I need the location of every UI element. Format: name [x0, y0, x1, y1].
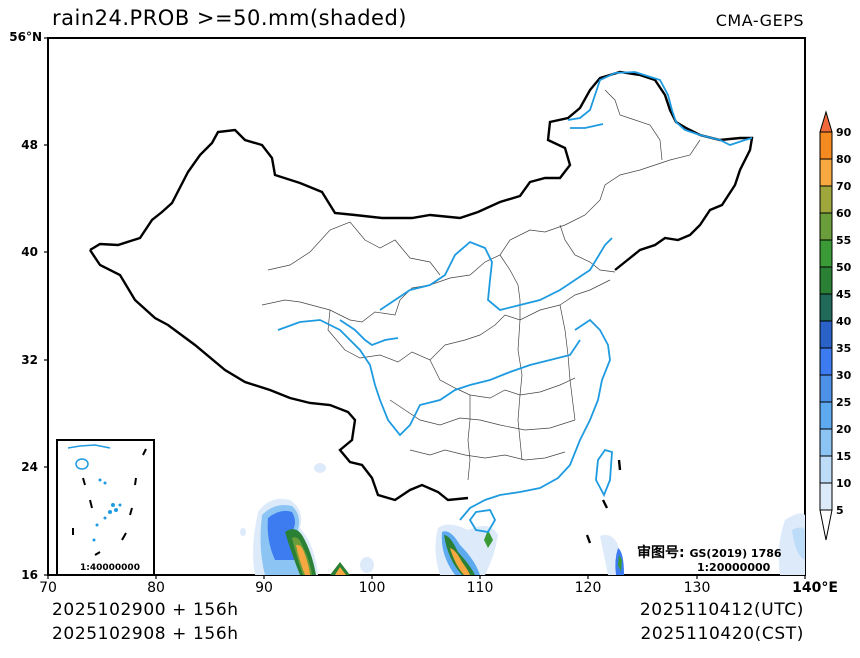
nine-dash-line — [585, 459, 622, 544]
approval-code: GS(2019) 1786 — [689, 547, 782, 560]
y-tick-56: 56°N — [9, 30, 42, 44]
colorbar-label-5: 5 — [836, 504, 844, 517]
x-tick-120: 120 — [574, 580, 602, 596]
y-tick-40: 40 — [21, 245, 38, 259]
main-map-scale: 1:20000000 — [697, 561, 771, 574]
colorbar-label-10: 10 — [836, 477, 852, 490]
colorbar-label-80: 80 — [836, 153, 852, 166]
rivers-and-coast — [277, 71, 753, 533]
y-tick-16: 16 — [21, 568, 38, 582]
colorbar-label-35: 35 — [836, 342, 852, 355]
inset-map-scale: 1:40000000 — [80, 563, 140, 573]
init-time-cst: 2025102908 + 156h — [52, 624, 239, 644]
colorbar-label-40: 40 — [836, 315, 852, 328]
inset-south-china-sea — [56, 439, 155, 576]
precip-probability-shading — [240, 463, 805, 575]
colorbar-label-55: 55 — [836, 234, 852, 247]
x-tick-70: 70 — [39, 580, 57, 596]
x-tick-110: 110 — [466, 580, 494, 596]
y-tick-48: 48 — [21, 138, 38, 152]
map-title: rain24.PROB >=50.mm(shaded) — [52, 6, 407, 30]
colorbar-label-45: 45 — [836, 288, 852, 301]
map-approval-number: 审图号: GS(2019) 1786 — [637, 542, 782, 562]
colorbar-label-30: 30 — [836, 369, 852, 382]
plot-frame — [47, 37, 806, 576]
approval-label: 审图号: — [637, 545, 685, 561]
model-source-label: CMA-GEPS — [715, 11, 804, 30]
x-tick-90: 90 — [255, 580, 273, 596]
colorbar-label-90: 90 — [836, 126, 852, 139]
x-tick-130: 130 — [683, 580, 711, 596]
x-tick-140: 140°E — [792, 580, 838, 596]
x-tick-80: 80 — [147, 580, 165, 596]
axis-ticks — [44, 37, 806, 579]
national-border — [89, 70, 754, 271]
colorbar-label-20: 20 — [836, 423, 852, 436]
colorbar-label-70: 70 — [836, 180, 852, 193]
colorbar-label-60: 60 — [836, 207, 852, 220]
colorbar-label-15: 15 — [836, 450, 852, 463]
valid-time-utc: 2025110412(UTC) — [639, 600, 804, 620]
y-tick-32: 32 — [21, 353, 38, 367]
valid-time-cst: 2025110420(CST) — [640, 624, 804, 644]
colorbar-label-50: 50 — [836, 261, 852, 274]
y-tick-24: 24 — [21, 460, 38, 474]
init-time-utc: 2025102900 + 156h — [52, 600, 239, 620]
x-tick-100: 100 — [358, 580, 386, 596]
colorbar — [819, 110, 833, 541]
colorbar-label-25: 25 — [836, 396, 852, 409]
